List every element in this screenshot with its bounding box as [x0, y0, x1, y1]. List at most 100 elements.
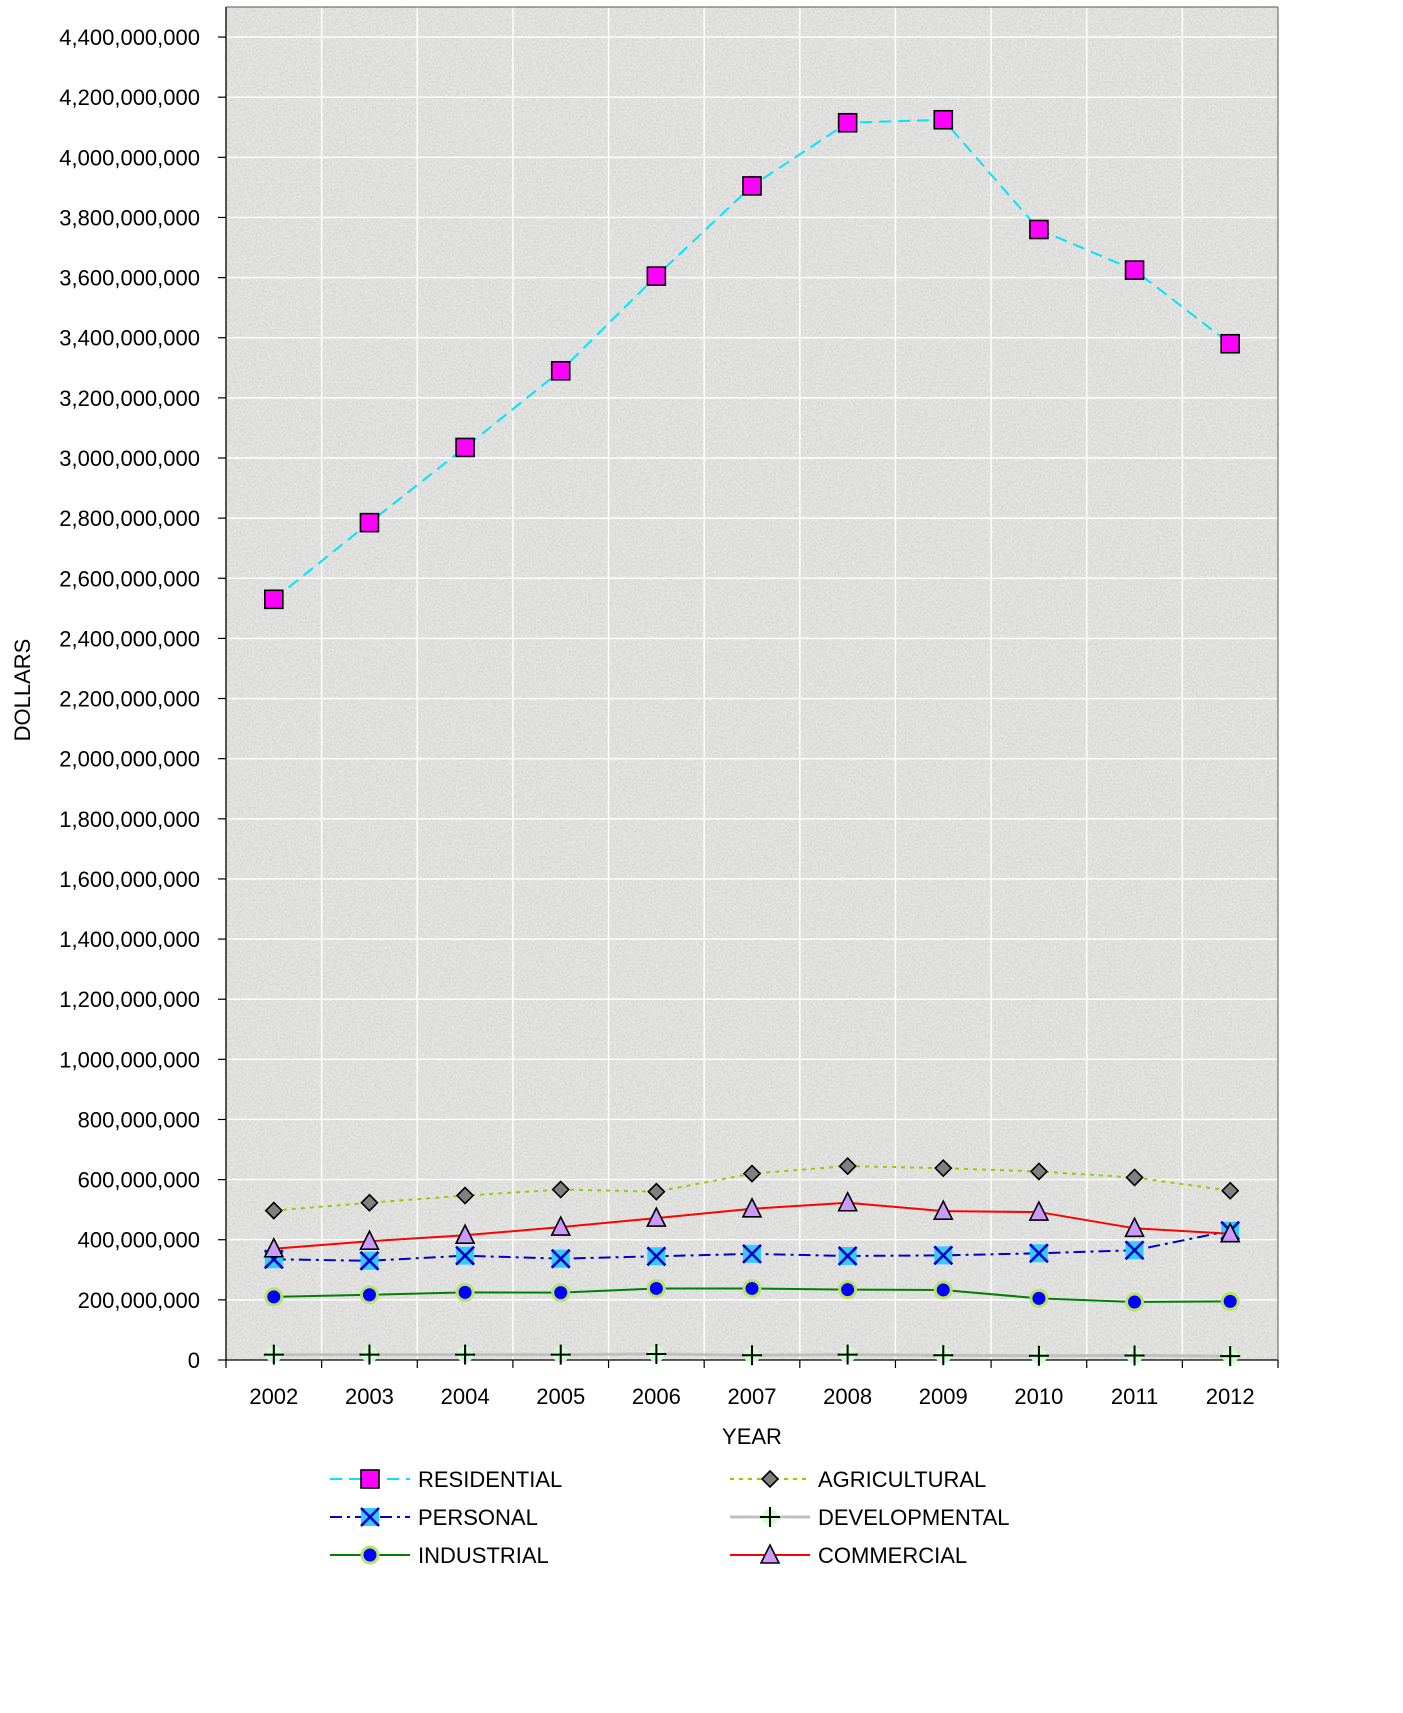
series-personal [263, 1220, 1241, 1271]
legend-label: PERSONAL [418, 1505, 538, 1530]
y-tick-label: 1,000,000,000 [59, 1047, 200, 1072]
y-tick-label: 1,800,000,000 [59, 807, 200, 832]
x-tick-label: 2004 [441, 1384, 490, 1409]
data-point-agricultural [360, 1193, 379, 1212]
legend-label: DEVELOPMENTAL [818, 1505, 1010, 1530]
data-point-residential [359, 512, 380, 533]
legend-item-developmental: DEVELOPMENTAL [730, 1505, 1010, 1530]
data-point-developmental [933, 1345, 954, 1366]
plot-area [226, 7, 1278, 1360]
legend-swatch-marker-stroke [360, 1507, 380, 1527]
data-point-personal [359, 1250, 380, 1271]
data-point-developmental [455, 1344, 476, 1365]
x-tick-label: 2008 [823, 1384, 872, 1409]
x-tick-label: 2002 [249, 1384, 298, 1409]
plot-texture [226, 7, 1278, 1360]
data-point-developmental [646, 1343, 667, 1364]
data-point-personal-stroke [742, 1243, 762, 1264]
y-tick-label: 1,400,000,000 [59, 927, 200, 952]
data-point-commercial [359, 1229, 380, 1251]
data-point-personal [742, 1243, 762, 1264]
legend-swatch-marker [360, 1507, 380, 1527]
data-point-residential [837, 112, 858, 133]
data-point-personal [933, 1245, 954, 1266]
data-point-agricultural [934, 1159, 953, 1178]
data-point-commercial [550, 1215, 572, 1236]
data-point-personal [1028, 1243, 1049, 1264]
data-point-personal [646, 1246, 667, 1267]
data-point-commercial [1028, 1200, 1050, 1221]
y-tick-label: 400,000,000 [78, 1228, 200, 1253]
data-point-agricultural [838, 1156, 857, 1176]
grid-lines [226, 7, 1278, 1360]
data-point-agricultural [551, 1180, 570, 1199]
legend-item-personal: PERSONAL [330, 1505, 538, 1530]
data-point-commercial [837, 1190, 858, 1212]
legend-swatch-marker [760, 1507, 780, 1527]
series-developmental [263, 1343, 1241, 1367]
data-point-agricultural [264, 1201, 283, 1220]
data-point-industrial [1125, 1292, 1145, 1312]
data-point-personal-stroke [933, 1245, 954, 1266]
data-point-personal-stroke [837, 1246, 858, 1266]
data-point-commercial [1124, 1216, 1145, 1238]
legend-swatch-marker [759, 1543, 781, 1564]
data-point-commercial [1219, 1221, 1241, 1243]
series-commercial [263, 1190, 1241, 1258]
legend-label: INDUSTRIAL [418, 1543, 549, 1568]
y-tick-label: 600,000,000 [78, 1168, 200, 1193]
data-point-residential [1029, 219, 1049, 240]
data-point-personal-stroke [1028, 1243, 1049, 1264]
data-point-residential [550, 361, 571, 381]
data-point-residential [264, 589, 284, 610]
y-tick-label: 3,200,000,000 [59, 386, 200, 411]
y-tick-label: 2,000,000,000 [59, 747, 200, 772]
legend-label: COMMERCIAL [818, 1543, 967, 1568]
data-point-developmental [550, 1344, 571, 1365]
data-point-industrial [551, 1283, 571, 1303]
data-point-commercial [263, 1236, 285, 1258]
legend-label: RESIDENTIAL [418, 1467, 562, 1492]
data-point-residential [742, 176, 762, 196]
series-agricultural [264, 1156, 1240, 1220]
data-point-personal-stroke [455, 1245, 476, 1266]
data-point-industrial [455, 1282, 475, 1302]
series-layer [263, 109, 1241, 1367]
y-tick-label: 3,000,000,000 [59, 446, 200, 471]
y-tick-label: 2,600,000,000 [59, 566, 200, 591]
y-tick-label: 1,600,000,000 [59, 867, 200, 892]
data-point-agricultural [742, 1164, 762, 1183]
x-tick-label: 2009 [919, 1384, 968, 1409]
series-residential [264, 109, 1240, 610]
data-point-personal [1124, 1240, 1145, 1261]
x-axis-label: YEAR [722, 1424, 782, 1449]
y-tick-label: 200,000,000 [78, 1288, 200, 1313]
data-point-personal-stroke [646, 1246, 667, 1267]
x-tick-label: 2005 [536, 1384, 585, 1409]
legend: RESIDENTIAL AGRICULTURAL PERSONAL DEVELOPME… [330, 1467, 1010, 1568]
data-point-residential [646, 266, 667, 286]
data-point-developmental [1028, 1345, 1049, 1366]
data-point-commercial [741, 1196, 763, 1218]
data-point-residential [455, 437, 475, 458]
y-tick-label: 0 [188, 1348, 200, 1373]
data-point-commercial [454, 1223, 476, 1245]
data-point-personal-stroke [1124, 1240, 1145, 1261]
data-point-residential [1124, 260, 1145, 280]
data-point-developmental [1220, 1346, 1241, 1367]
y-tick-label: 1,200,000,000 [59, 987, 200, 1012]
y-axis-label: DOLLARS [10, 639, 35, 742]
x-tick-label: 2012 [1206, 1384, 1255, 1409]
data-point-industrial [264, 1287, 284, 1307]
legend-item-commercial: COMMERCIAL [730, 1543, 967, 1568]
data-point-industrial [742, 1278, 762, 1298]
data-point-commercial [932, 1199, 954, 1220]
y-tick-label: 2,800,000,000 [59, 506, 200, 531]
y-tick-label: 2,200,000,000 [59, 687, 200, 712]
series-industrial [264, 1278, 1240, 1312]
data-point-industrial [646, 1278, 666, 1298]
x-tick-label: 2011 [1111, 1384, 1158, 1409]
legend-item-agricultural: AGRICULTURAL [730, 1467, 986, 1492]
data-point-industrial [933, 1280, 953, 1300]
